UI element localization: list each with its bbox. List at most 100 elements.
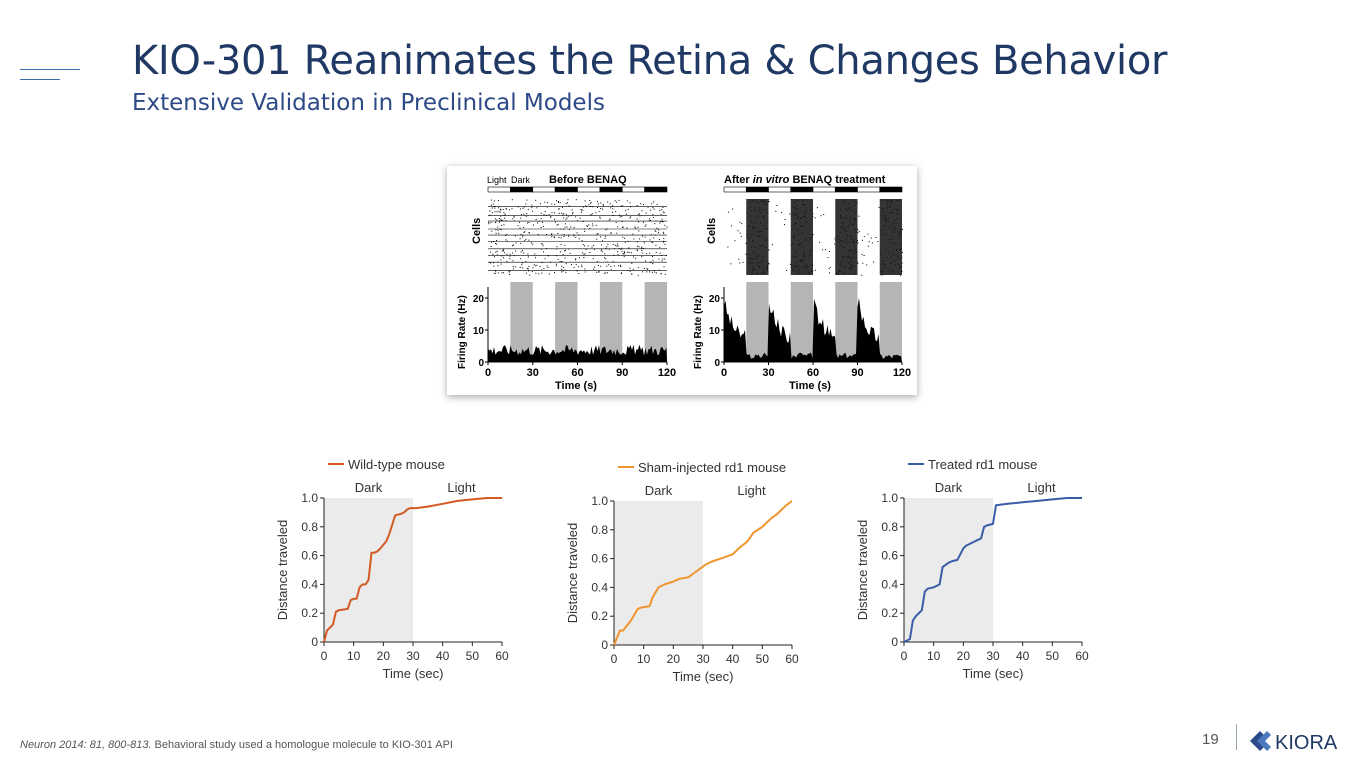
spike-dot bbox=[784, 219, 786, 220]
spike-dot bbox=[664, 273, 666, 275]
spike-dot bbox=[502, 249, 504, 251]
spike-dot bbox=[612, 211, 613, 213]
spike-dot bbox=[521, 264, 523, 266]
spike-dot bbox=[589, 200, 591, 201]
spike-dot bbox=[584, 271, 586, 273]
spike-dot bbox=[617, 254, 619, 256]
spike-dot bbox=[541, 272, 543, 274]
spike-dot bbox=[528, 265, 530, 267]
spike-dot bbox=[597, 200, 598, 202]
spike-dot bbox=[652, 260, 654, 262]
spike-dot bbox=[495, 232, 497, 234]
spike-dot bbox=[610, 232, 612, 234]
spike-dot bbox=[490, 241, 492, 243]
spike-dot bbox=[542, 243, 544, 245]
y-tick-label: 0 bbox=[311, 635, 318, 649]
spike-dot bbox=[637, 267, 639, 269]
spike-dot bbox=[650, 209, 652, 211]
spike-dot bbox=[495, 243, 497, 244]
spike-dot bbox=[632, 268, 634, 270]
spike-dot bbox=[493, 265, 495, 267]
spike-dot bbox=[582, 221, 584, 222]
spike-dot bbox=[902, 251, 903, 253]
spike-dot bbox=[579, 217, 581, 219]
spike-dot bbox=[581, 264, 583, 266]
spike-dot bbox=[496, 211, 498, 213]
spike-dot bbox=[652, 214, 654, 216]
firing-rate-figure: Light Dark Before BENAQ Cells 0 10 20 0 30 60… bbox=[447, 166, 917, 395]
spike-dot bbox=[653, 237, 655, 239]
spike-dot bbox=[649, 218, 650, 220]
spike-dot bbox=[568, 205, 570, 207]
spike-dot bbox=[500, 219, 502, 221]
spike-dot bbox=[593, 268, 595, 270]
y-tick-label: 0.6 bbox=[881, 549, 898, 563]
light-phase-label: Light bbox=[1027, 480, 1056, 495]
spike-dot bbox=[504, 235, 506, 236]
spike-dot bbox=[597, 206, 598, 208]
spike-dot bbox=[564, 257, 566, 259]
spike-dot bbox=[546, 265, 548, 267]
spike-dot bbox=[730, 225, 732, 227]
spike-dot bbox=[605, 247, 607, 249]
spike-dot bbox=[520, 217, 522, 219]
spike-dot bbox=[547, 202, 549, 204]
spike-dot bbox=[544, 258, 546, 260]
spike-dot bbox=[545, 214, 547, 216]
spike-dot bbox=[655, 272, 657, 274]
x-tick-label: 60 bbox=[785, 652, 799, 666]
spike-dot bbox=[641, 210, 643, 212]
spike-dot bbox=[573, 227, 575, 229]
y-tick-label: 0.4 bbox=[301, 577, 318, 591]
spike-dot bbox=[588, 224, 590, 226]
spike-dot bbox=[578, 238, 580, 240]
spike-dot bbox=[489, 262, 491, 263]
spike-dot bbox=[612, 205, 614, 207]
spike-dot bbox=[658, 258, 660, 260]
spike-dot bbox=[828, 268, 830, 270]
spike-dot bbox=[604, 253, 606, 255]
spike-dot bbox=[506, 253, 508, 255]
legend-label: Wild-type mouse bbox=[348, 457, 445, 472]
spike-dot bbox=[597, 265, 599, 266]
spike-dot bbox=[626, 227, 628, 229]
spike-dot bbox=[822, 249, 823, 251]
spike-dot bbox=[567, 235, 569, 237]
right-panel-title-prefix: After bbox=[724, 174, 753, 186]
spike-dot bbox=[829, 272, 831, 274]
spike-dot bbox=[587, 245, 589, 247]
spike-dot bbox=[619, 216, 621, 218]
hist-y-tick-label: 10 bbox=[473, 326, 485, 337]
spike-dot bbox=[866, 264, 868, 266]
light-dark-segment bbox=[644, 186, 668, 193]
spike-dot bbox=[858, 215, 860, 217]
spike-dot bbox=[491, 207, 493, 209]
spike-dot bbox=[643, 242, 645, 244]
spike-dot bbox=[540, 243, 542, 245]
spike-dot bbox=[591, 246, 593, 248]
spike-dot bbox=[523, 252, 525, 254]
spike-dot bbox=[511, 208, 513, 210]
spike-dot bbox=[585, 205, 587, 207]
spike-dot bbox=[900, 274, 901, 276]
y-tick-label: 0.4 bbox=[591, 580, 608, 594]
spike-dot bbox=[594, 266, 596, 268]
spike-dot bbox=[502, 219, 504, 221]
legend-label: Sham-injected rd1 mouse bbox=[638, 460, 786, 475]
spike-dot bbox=[584, 200, 586, 202]
spike-dot bbox=[575, 216, 577, 218]
spike-dot bbox=[600, 236, 602, 238]
spike-dot bbox=[551, 233, 553, 235]
spike-dot bbox=[543, 251, 544, 253]
spike-dot bbox=[578, 273, 580, 274]
spike-dot bbox=[583, 253, 585, 255]
spike-dot bbox=[600, 202, 602, 204]
spike-dot bbox=[829, 266, 831, 268]
left-panel-title: Before BENAQ bbox=[549, 174, 627, 186]
spike-dot bbox=[522, 236, 524, 238]
spike-dot bbox=[610, 269, 612, 271]
spike-dot bbox=[488, 223, 490, 225]
spike-dot bbox=[745, 253, 747, 255]
spike-dot bbox=[517, 225, 519, 227]
spike-dot bbox=[561, 261, 563, 262]
